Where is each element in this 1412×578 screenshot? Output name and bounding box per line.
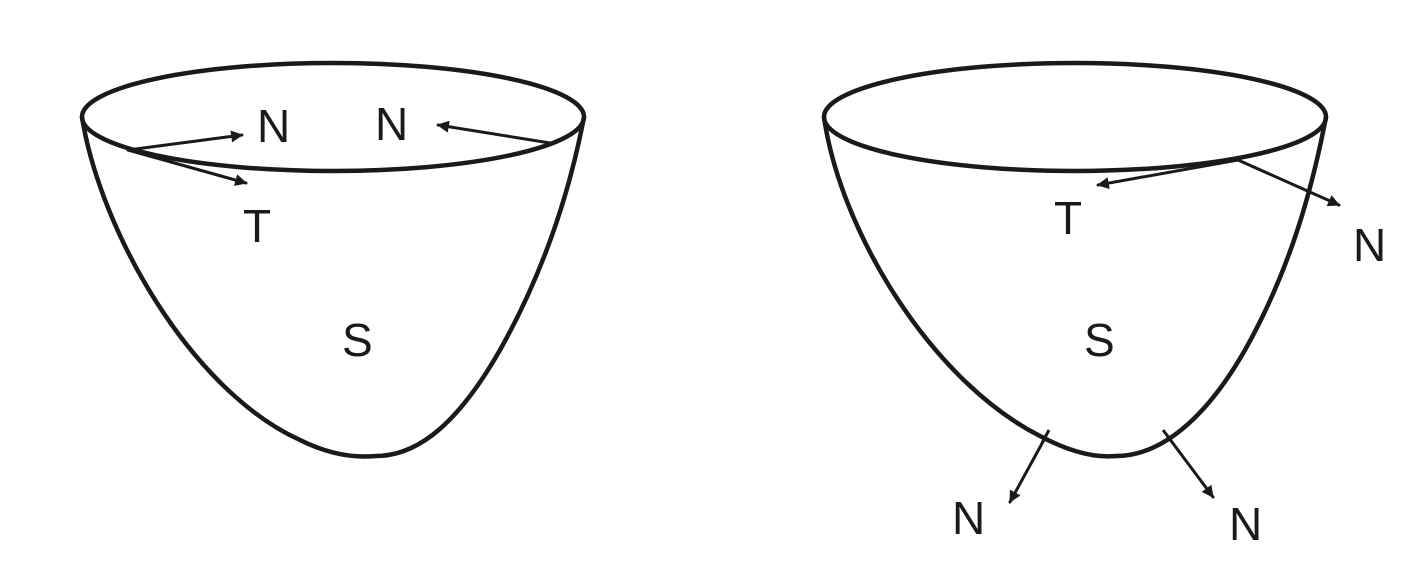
left-surface-outline: [79, 114, 587, 459]
right-rim-normal-arrow: [1236, 158, 1341, 207]
right-rim-ellipse: [821, 60, 1329, 174]
bottom-right-normal-arrow: [1164, 432, 1215, 499]
left-normal-label-1: N: [257, 100, 290, 152]
left-figure: N N T S: [79, 60, 587, 459]
left-normal-arrow-1: [126, 130, 244, 152]
right-surface-outline: [821, 114, 1329, 459]
bottom-right-normal-label: N: [1229, 498, 1262, 550]
left-surface-label: S: [342, 314, 373, 366]
right-surface-label: S: [1084, 314, 1115, 366]
right-figure: T N S N N: [821, 60, 1386, 550]
right-rim-normal-label: N: [1353, 219, 1386, 271]
left-rim-ellipse: [79, 60, 587, 174]
left-tangent-arrow: [126, 148, 248, 186]
right-tangent-label: T: [1054, 192, 1082, 244]
left-tangent-label: T: [243, 200, 271, 252]
right-tangent-arrow: [1096, 158, 1240, 190]
left-normal-arrow-2: [436, 120, 552, 145]
bottom-left-normal-arrow: [1008, 436, 1047, 504]
left-normal-label-2: N: [375, 98, 408, 150]
bottom-left-normal-label: N: [952, 492, 985, 544]
